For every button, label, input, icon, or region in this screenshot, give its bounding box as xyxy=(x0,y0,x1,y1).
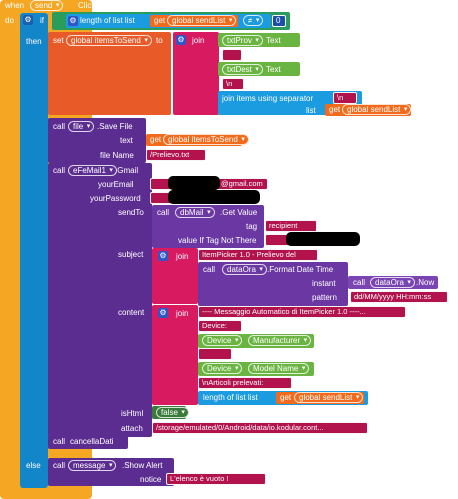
num-value: 0 xyxy=(276,16,281,25)
cancella-dati-block[interactable] xyxy=(48,435,128,449)
else-label: else xyxy=(26,461,41,470)
call-label-4: call xyxy=(203,265,216,274)
content-label: content xyxy=(118,308,145,317)
do-label: do xyxy=(5,16,14,25)
text-prop: Text xyxy=(266,36,281,45)
items-var-dropdown[interactable]: global itemsToSend xyxy=(163,134,249,145)
call-label-7: call xyxy=(53,461,66,470)
length-label-2: length of list list xyxy=(203,393,258,402)
content-join-block[interactable] xyxy=(152,305,198,405)
text-label: text xyxy=(120,136,133,145)
format-method: .Format Date Time xyxy=(267,265,334,274)
redacted-password xyxy=(168,190,260,204)
instant-label: instant xyxy=(312,279,336,288)
then-label: then xyxy=(26,37,42,46)
tag-string[interactable]: recipient xyxy=(265,220,317,232)
get-label-3: get xyxy=(150,135,162,144)
cancella-label: cancellaDati xyxy=(70,437,114,446)
dataora-dropdown-2[interactable]: dataOra xyxy=(370,277,415,288)
filename-label: file Name xyxy=(100,151,134,160)
ishtml-label: isHtml xyxy=(121,409,144,418)
redacted-email xyxy=(168,176,220,190)
text-prop-2: Text xyxy=(266,65,281,74)
save-file-method: .Save File xyxy=(97,122,133,131)
tag-label: tag xyxy=(246,222,258,231)
list-var-dropdown[interactable]: global sendList xyxy=(342,104,412,115)
txtdest-dropdown[interactable]: txtDest xyxy=(222,64,263,75)
get-label: get xyxy=(154,16,166,25)
ifnot-label: value If Tag Not There xyxy=(178,236,257,245)
component-dropdown-send[interactable]: send xyxy=(30,0,64,11)
call-label-6: call xyxy=(53,437,66,446)
model-dropdown[interactable]: Model Name xyxy=(248,363,310,374)
join-label-3: join xyxy=(176,309,189,318)
set-var-dropdown[interactable]: global itemsToSend xyxy=(66,35,152,46)
gear-icon[interactable]: ⚙ xyxy=(176,35,186,45)
send-to-label: sendTo xyxy=(118,208,144,217)
manufacturer-dropdown[interactable]: Manufacturer xyxy=(248,335,312,346)
if-label: if xyxy=(40,16,44,25)
message-dropdown[interactable]: message xyxy=(68,460,117,471)
content-string-1[interactable]: ---- Messaggio Automatico di ItemPicker … xyxy=(198,306,406,318)
newline-string[interactable]: \n xyxy=(222,78,244,90)
email-suffix: @gmail.com xyxy=(221,179,263,188)
content-string-3[interactable] xyxy=(198,348,232,360)
get-label-4: get xyxy=(280,393,292,402)
dbmail-dropdown[interactable]: dbMail xyxy=(175,207,215,218)
to-label: to xyxy=(156,36,163,45)
device-dropdown-2[interactable]: Device xyxy=(202,363,243,374)
join-block[interactable] xyxy=(173,32,219,115)
gear-icon[interactable]: ⚙ xyxy=(23,15,33,25)
your-email-label: yourEmail xyxy=(98,180,134,189)
set-label: set xyxy=(53,36,64,45)
sep-string[interactable] xyxy=(222,49,242,61)
filename-string[interactable]: /Prelievo.txt xyxy=(146,149,206,161)
pattern-label: pattern xyxy=(312,293,337,302)
content-string-4[interactable]: \nArticoli prelevati: xyxy=(198,377,292,389)
get-label-2: get xyxy=(329,105,341,114)
dataora-dropdown[interactable]: dataOra xyxy=(222,264,267,275)
subject-string[interactable]: ItemPicker 1.0 - Prelievo del xyxy=(198,249,318,261)
list-label: list xyxy=(306,106,316,115)
pattern-string[interactable]: dd/MM/yyyy HH:mm:ss xyxy=(350,291,448,303)
device-dropdown[interactable]: Device xyxy=(202,335,243,346)
sep-val-string[interactable]: \n xyxy=(333,92,357,104)
op-dropdown[interactable]: ≠ xyxy=(243,15,264,26)
gmail-block[interactable] xyxy=(48,163,152,437)
now-method: .Now xyxy=(416,278,435,287)
attach-label: attach xyxy=(121,424,143,433)
save-file-block[interactable] xyxy=(48,118,146,163)
call-label-3: call xyxy=(157,208,170,217)
gmail-method: .Gmail xyxy=(115,166,139,175)
txtprov-dropdown[interactable]: txtProv xyxy=(222,35,263,46)
file-dropdown[interactable]: file xyxy=(68,121,95,132)
join-label: join xyxy=(192,36,205,45)
var-dropdown[interactable]: global sendList xyxy=(167,15,237,26)
length-label: length of list list xyxy=(80,16,135,25)
get-value-method: .Get Value xyxy=(220,208,258,217)
notice-string[interactable]: L'elenco è vuoto ! xyxy=(166,473,266,485)
num-block[interactable] xyxy=(272,15,286,27)
call-label-5: call xyxy=(353,278,366,287)
your-password-label: yourPassword xyxy=(90,194,141,203)
if-block[interactable] xyxy=(20,13,48,488)
when-label: when xyxy=(5,1,25,10)
join-label-2: join xyxy=(176,252,189,261)
false-dropdown[interactable]: false xyxy=(156,407,189,418)
redacted-default xyxy=(286,232,360,246)
call-label: call xyxy=(53,122,66,131)
gear-icon[interactable]: ⚙ xyxy=(68,16,78,26)
attach-string[interactable]: /storage/emulated/0/Android/data/io.kodu… xyxy=(152,422,368,434)
show-alert-method: .Show Alert xyxy=(122,461,163,470)
notice-label: notice xyxy=(140,475,162,484)
call-label-2: call xyxy=(53,166,66,175)
join-sep-label: join items using separator xyxy=(222,94,314,103)
efemail-dropdown[interactable]: eFeMail1 xyxy=(68,165,117,176)
list-var-dropdown-2[interactable]: global sendList xyxy=(294,392,364,403)
event-name: Click xyxy=(78,1,96,10)
gear-icon[interactable]: ⚙ xyxy=(158,308,168,318)
content-string-2[interactable]: Device: xyxy=(198,320,242,332)
gear-icon[interactable]: ⚙ xyxy=(158,251,168,261)
subject-label: subject xyxy=(118,250,144,259)
